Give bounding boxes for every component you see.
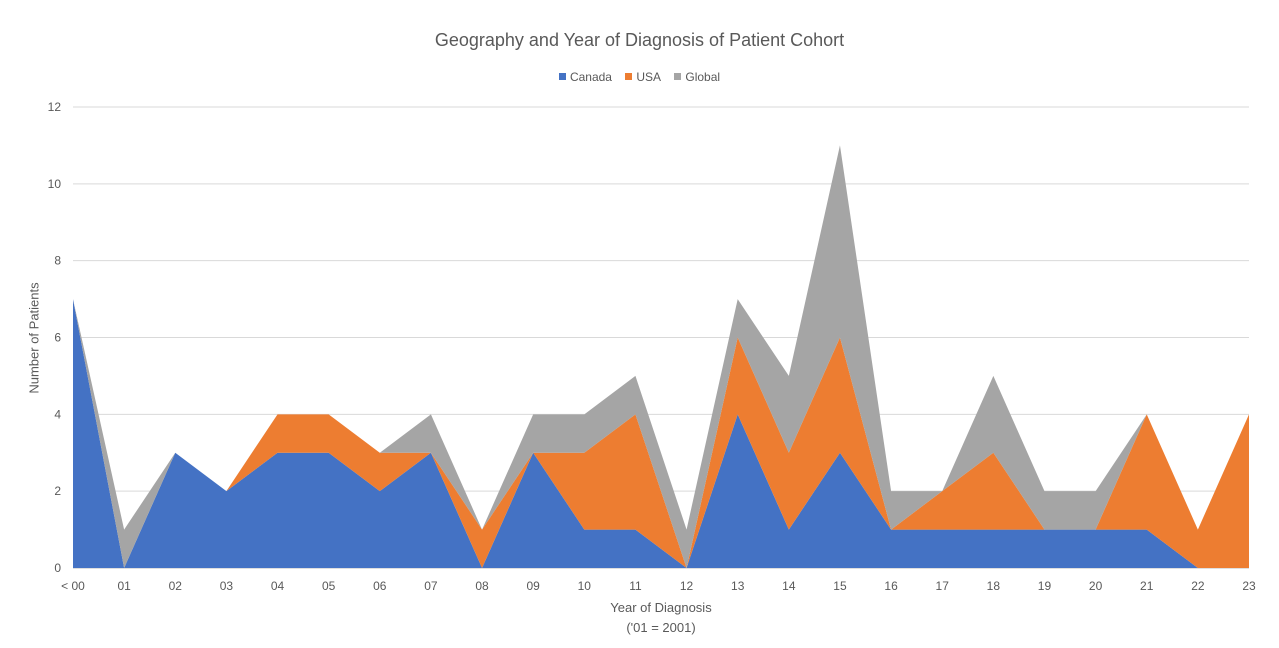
area-canada bbox=[73, 299, 1249, 568]
x-tick-label: 19 bbox=[1038, 579, 1052, 593]
legend: Canada USA Global bbox=[0, 69, 1279, 84]
x-tick-label: 23 bbox=[1242, 579, 1256, 593]
x-tick-label: 09 bbox=[526, 579, 540, 593]
area-usa bbox=[73, 299, 1249, 568]
x-tick-label: 05 bbox=[322, 579, 336, 593]
x-axis-note: ('01 = 2001) bbox=[626, 620, 696, 635]
legend-label-global: Global bbox=[685, 69, 721, 84]
chart-title: Geography and Year of Diagnosis of Patie… bbox=[434, 30, 845, 50]
y-tick-label: 12 bbox=[48, 100, 62, 114]
x-tick-label: 03 bbox=[220, 579, 234, 593]
legend-swatch-usa bbox=[625, 73, 633, 80]
legend-item-canada: Canada bbox=[558, 69, 612, 84]
x-tick-label: 04 bbox=[271, 579, 285, 593]
legend-item-usa: USA bbox=[625, 70, 661, 84]
x-tick-label: 15 bbox=[833, 579, 847, 593]
x-tick-label: 16 bbox=[884, 579, 898, 593]
x-tick-label: 20 bbox=[1089, 579, 1103, 593]
area-global bbox=[73, 145, 1249, 569]
x-tick-label: 21 bbox=[1140, 579, 1154, 593]
x-tick-label: 06 bbox=[373, 579, 387, 593]
y-axis-label: Number of Patients bbox=[26, 282, 42, 394]
y-tick-label: 0 bbox=[54, 561, 61, 575]
legend-swatch-global bbox=[674, 73, 682, 80]
x-tick-label: 02 bbox=[169, 579, 183, 593]
y-tick-label: 10 bbox=[48, 177, 62, 191]
x-tick-label: < 00 bbox=[61, 579, 85, 593]
area-series bbox=[73, 145, 1249, 569]
x-tick-label: 08 bbox=[475, 579, 489, 593]
x-tick-label: 10 bbox=[578, 579, 592, 593]
y-tick-label: 4 bbox=[54, 407, 61, 421]
x-tick-label: 17 bbox=[936, 579, 950, 593]
x-tick-label: 22 bbox=[1191, 579, 1205, 593]
x-axis-label: Year of Diagnosis bbox=[610, 600, 712, 615]
x-tick-label: 07 bbox=[424, 579, 438, 593]
y-tick-label: 2 bbox=[54, 484, 61, 498]
x-tick-label: 13 bbox=[731, 579, 745, 593]
legend-item-global: Global bbox=[674, 70, 720, 84]
legend-swatch-canada bbox=[558, 73, 566, 80]
y-tick-labels: 0 2 4 6 8 10 12 bbox=[48, 100, 62, 575]
x-tick-labels: < 00 01 02 03 04 05 06 07 08 09 10 11 12 13 14 15 16 17 18… bbox=[61, 579, 1256, 593]
y-tick-label: 6 bbox=[54, 331, 61, 345]
x-tick-label: 12 bbox=[680, 579, 694, 593]
x-tick-label: 01 bbox=[117, 579, 131, 593]
legend-label-canada: Canada bbox=[569, 69, 612, 84]
x-tick-label: 14 bbox=[782, 579, 796, 593]
x-tick-label: 11 bbox=[629, 579, 642, 593]
y-tick-label: 8 bbox=[54, 254, 61, 268]
x-tick-label: 18 bbox=[987, 579, 1001, 593]
legend-label-usa: USA bbox=[636, 69, 662, 84]
